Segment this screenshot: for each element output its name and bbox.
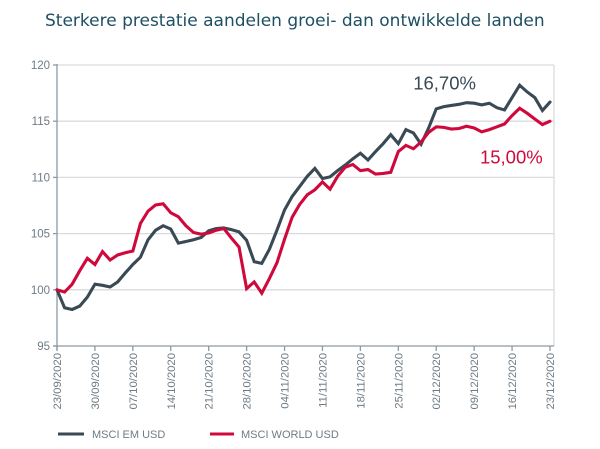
x-tick-label: 11/11/2020: [317, 353, 329, 408]
annotation-em: 16,70%: [413, 73, 476, 94]
y-tick-label: 110: [32, 172, 50, 184]
y-tick-label: 95: [37, 341, 50, 353]
series-line-world: [55, 106, 552, 297]
y-tick-label: 120: [31, 60, 50, 72]
series-line-em: [55, 82, 552, 312]
x-tick-label: 21/10/2020: [204, 353, 216, 410]
y-tick-label: 105: [31, 229, 50, 241]
legend-label-world: MSCI WORLD USD: [241, 429, 339, 441]
legend-label-em: MSCI EM USD: [92, 429, 165, 441]
x-tick-label: 02/12/2020: [431, 353, 443, 410]
x-tick-label: 18/11/2020: [355, 353, 367, 409]
y-tick-label: 100: [31, 285, 50, 297]
x-tick-label: 04/11/2020: [280, 353, 292, 409]
annotation-world: 15,00%: [480, 147, 543, 168]
chart-title: Sterkere prestatie aandelen groei- dan o…: [45, 11, 545, 31]
x-tick-label: 07/10/2020: [128, 353, 140, 410]
y-tick-label: 115: [32, 116, 50, 128]
x-tick-label: 25/11/2020: [393, 353, 405, 409]
x-tick-label: 23/09/2020: [52, 353, 64, 410]
x-tick-label: 09/12/2020: [469, 353, 481, 410]
x-tick-label: 16/12/2020: [507, 353, 519, 410]
x-tick-label: 28/10/2020: [242, 353, 254, 410]
x-tick-label: 14/10/2020: [166, 353, 178, 410]
x-tick-label: 23/12/2020: [545, 353, 557, 410]
x-tick-label: 30/09/2020: [90, 353, 102, 410]
